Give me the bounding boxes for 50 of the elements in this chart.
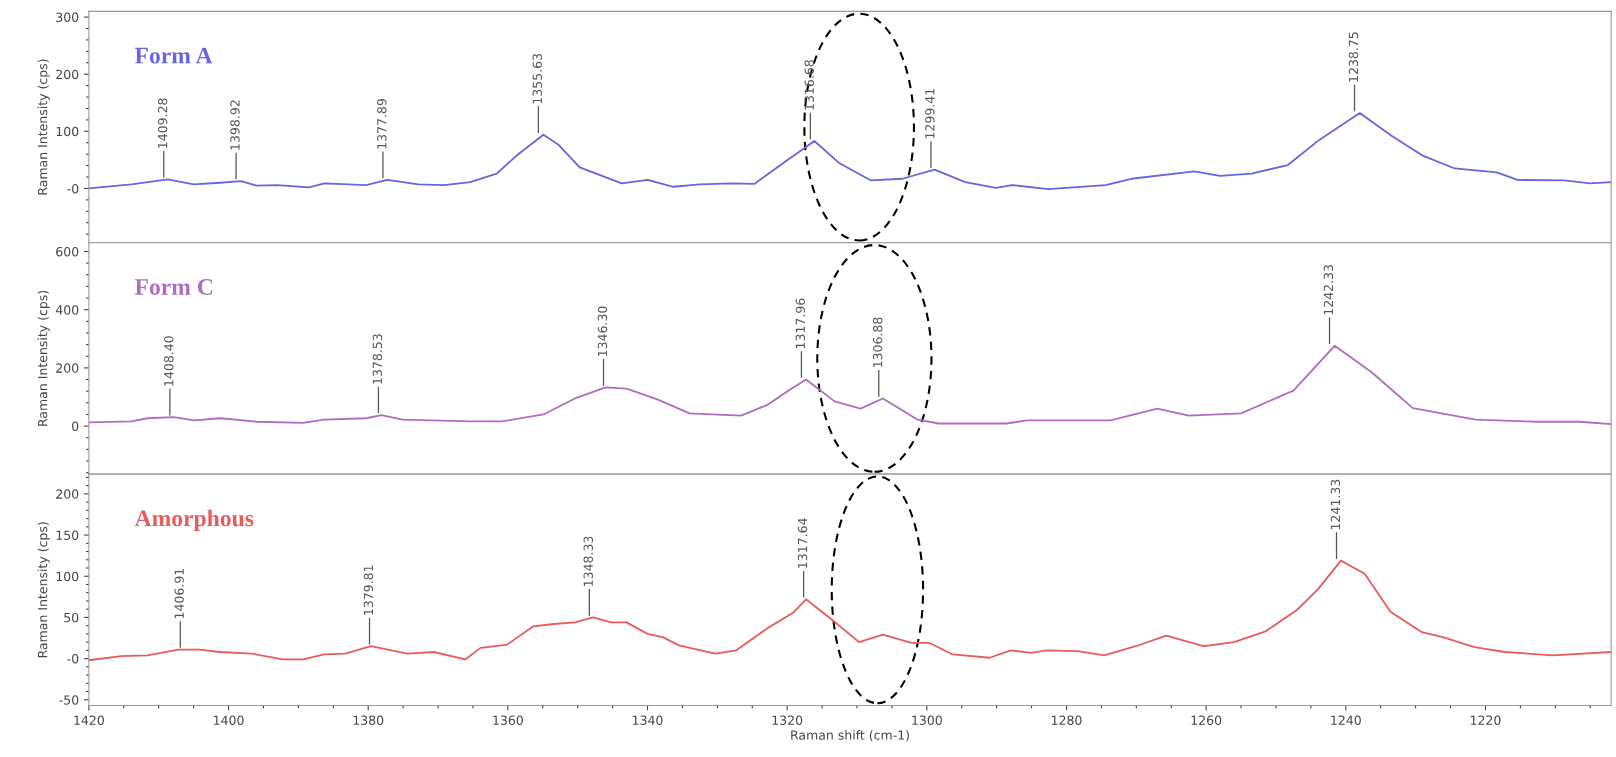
x-tick-label: 1220 bbox=[1470, 715, 1501, 725]
y-tick-label: 400 bbox=[55, 305, 79, 315]
annotation: 1406.91 bbox=[174, 568, 184, 619]
y-tick-label: -0 bbox=[67, 654, 79, 664]
annotation: 1241.33 bbox=[1330, 479, 1341, 530]
text: Form C bbox=[134, 279, 213, 295]
annotation: 1299.41 bbox=[925, 89, 935, 139]
annotation: 1242.33 bbox=[1323, 265, 1334, 315]
y-tick-label: 200 bbox=[56, 363, 79, 373]
annotation: 1398.92 bbox=[230, 100, 240, 150]
annotation: 1348.33 bbox=[583, 536, 593, 586]
y-tick-label: 50 bbox=[64, 612, 79, 623]
annotation: 1316.68 bbox=[804, 60, 814, 110]
y-axis-title: Raman Intensity (cps) bbox=[37, 290, 50, 426]
annotation: 1379.81 bbox=[363, 565, 374, 615]
x-tick-label: 1420 bbox=[74, 715, 104, 725]
y-tick-label: 0 bbox=[72, 421, 79, 432]
x-tick-label: 1240 bbox=[1331, 715, 1361, 725]
x-tick-label: 1300 bbox=[912, 715, 942, 725]
x-tick-label: 1280 bbox=[1051, 715, 1082, 725]
annotation: 1346.30 bbox=[597, 306, 608, 356]
y-axis-title: Raman Intensity (cps) bbox=[37, 59, 50, 195]
x-tick-label: 1400 bbox=[214, 715, 244, 725]
y-tick-label: 200 bbox=[56, 69, 79, 80]
annotation: 1377.89 bbox=[377, 99, 387, 149]
annotation: 1408.40 bbox=[164, 336, 174, 386]
annotation: 1409.28 bbox=[157, 98, 168, 148]
x-tick-label: 1360 bbox=[493, 715, 523, 725]
y-tick-label: 600 bbox=[56, 246, 79, 257]
annotation: 1306.88 bbox=[872, 317, 883, 368]
x-tick-label: 1380 bbox=[353, 715, 384, 725]
x-tick-label: 1340 bbox=[632, 715, 663, 725]
annotation: 1317.64 bbox=[797, 518, 808, 568]
annotation: 1238.75 bbox=[1348, 32, 1359, 82]
x-tick-label: 1320 bbox=[772, 715, 803, 725]
y-tick-label: 100 bbox=[56, 126, 79, 137]
x-axis-title: Raman shift (cm-1) bbox=[791, 730, 909, 742]
y-tick-label: 100 bbox=[56, 571, 79, 582]
y-tick-label: -50 bbox=[59, 695, 79, 705]
annotation: 1378.53 bbox=[372, 334, 383, 384]
annotation: 1355.63 bbox=[532, 53, 542, 104]
y-tick-label: 300 bbox=[56, 12, 79, 22]
text: Form A bbox=[134, 47, 213, 64]
x-tick-label: 1260 bbox=[1191, 715, 1222, 725]
y-axis-title: Raman Intensity (cps) bbox=[37, 522, 50, 658]
y-tick-label: 200 bbox=[56, 489, 79, 499]
text: Amorphous bbox=[134, 509, 254, 532]
y-tick-label: 150 bbox=[56, 530, 79, 540]
annotation: 1317.96 bbox=[795, 298, 806, 349]
y-tick-label: -0 bbox=[67, 183, 79, 194]
